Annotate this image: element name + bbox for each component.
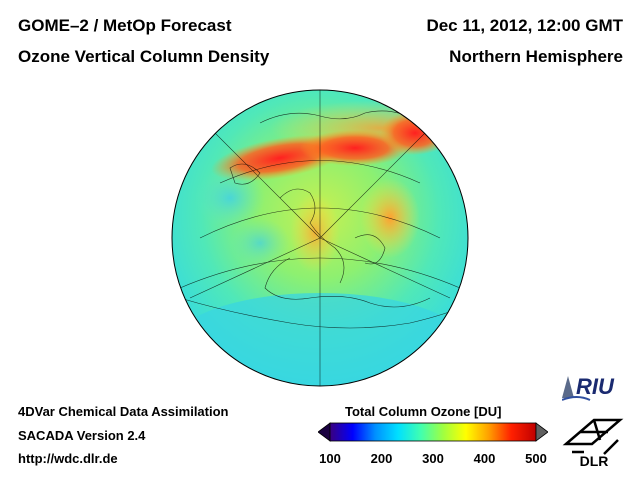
colorbar-tick-label: 500 — [525, 451, 547, 466]
footer-line-version: SACADA Version 2.4 — [18, 428, 146, 443]
svg-text:DLR: DLR — [580, 453, 609, 469]
dlr-logo: DLR — [562, 418, 624, 469]
colorbar — [318, 422, 548, 442]
colorbar-tick-label: 400 — [473, 451, 496, 466]
svg-text:RIU: RIU — [576, 374, 615, 399]
colorbar-tick-label: 100 — [319, 451, 341, 466]
colorbar-max-arrow — [535, 422, 548, 442]
footer-line-assimilation: 4DVar Chemical Data Assimilation — [18, 404, 229, 419]
map-title: GOME–2 / MetOp Forecast — [18, 16, 232, 35]
riu-logo: RIU — [562, 374, 615, 401]
colorbar-min-arrow — [318, 422, 331, 442]
ozone-globe-map — [171, 89, 469, 387]
forecast-date: Dec 11, 2012, 12:00 GMT — [426, 16, 623, 35]
hemisphere-label: Northern Hemisphere — [449, 47, 623, 66]
colorbar-tick-label: 300 — [422, 451, 444, 466]
colorbar-title: Total Column Ozone [DU] — [345, 404, 502, 419]
map-subtitle: Ozone Vertical Column Density — [18, 47, 270, 66]
colorbar-tick-label: 200 — [370, 451, 393, 466]
colorbar-gradient — [329, 422, 537, 442]
footer-line-url: http://wdc.dlr.de — [18, 451, 118, 466]
